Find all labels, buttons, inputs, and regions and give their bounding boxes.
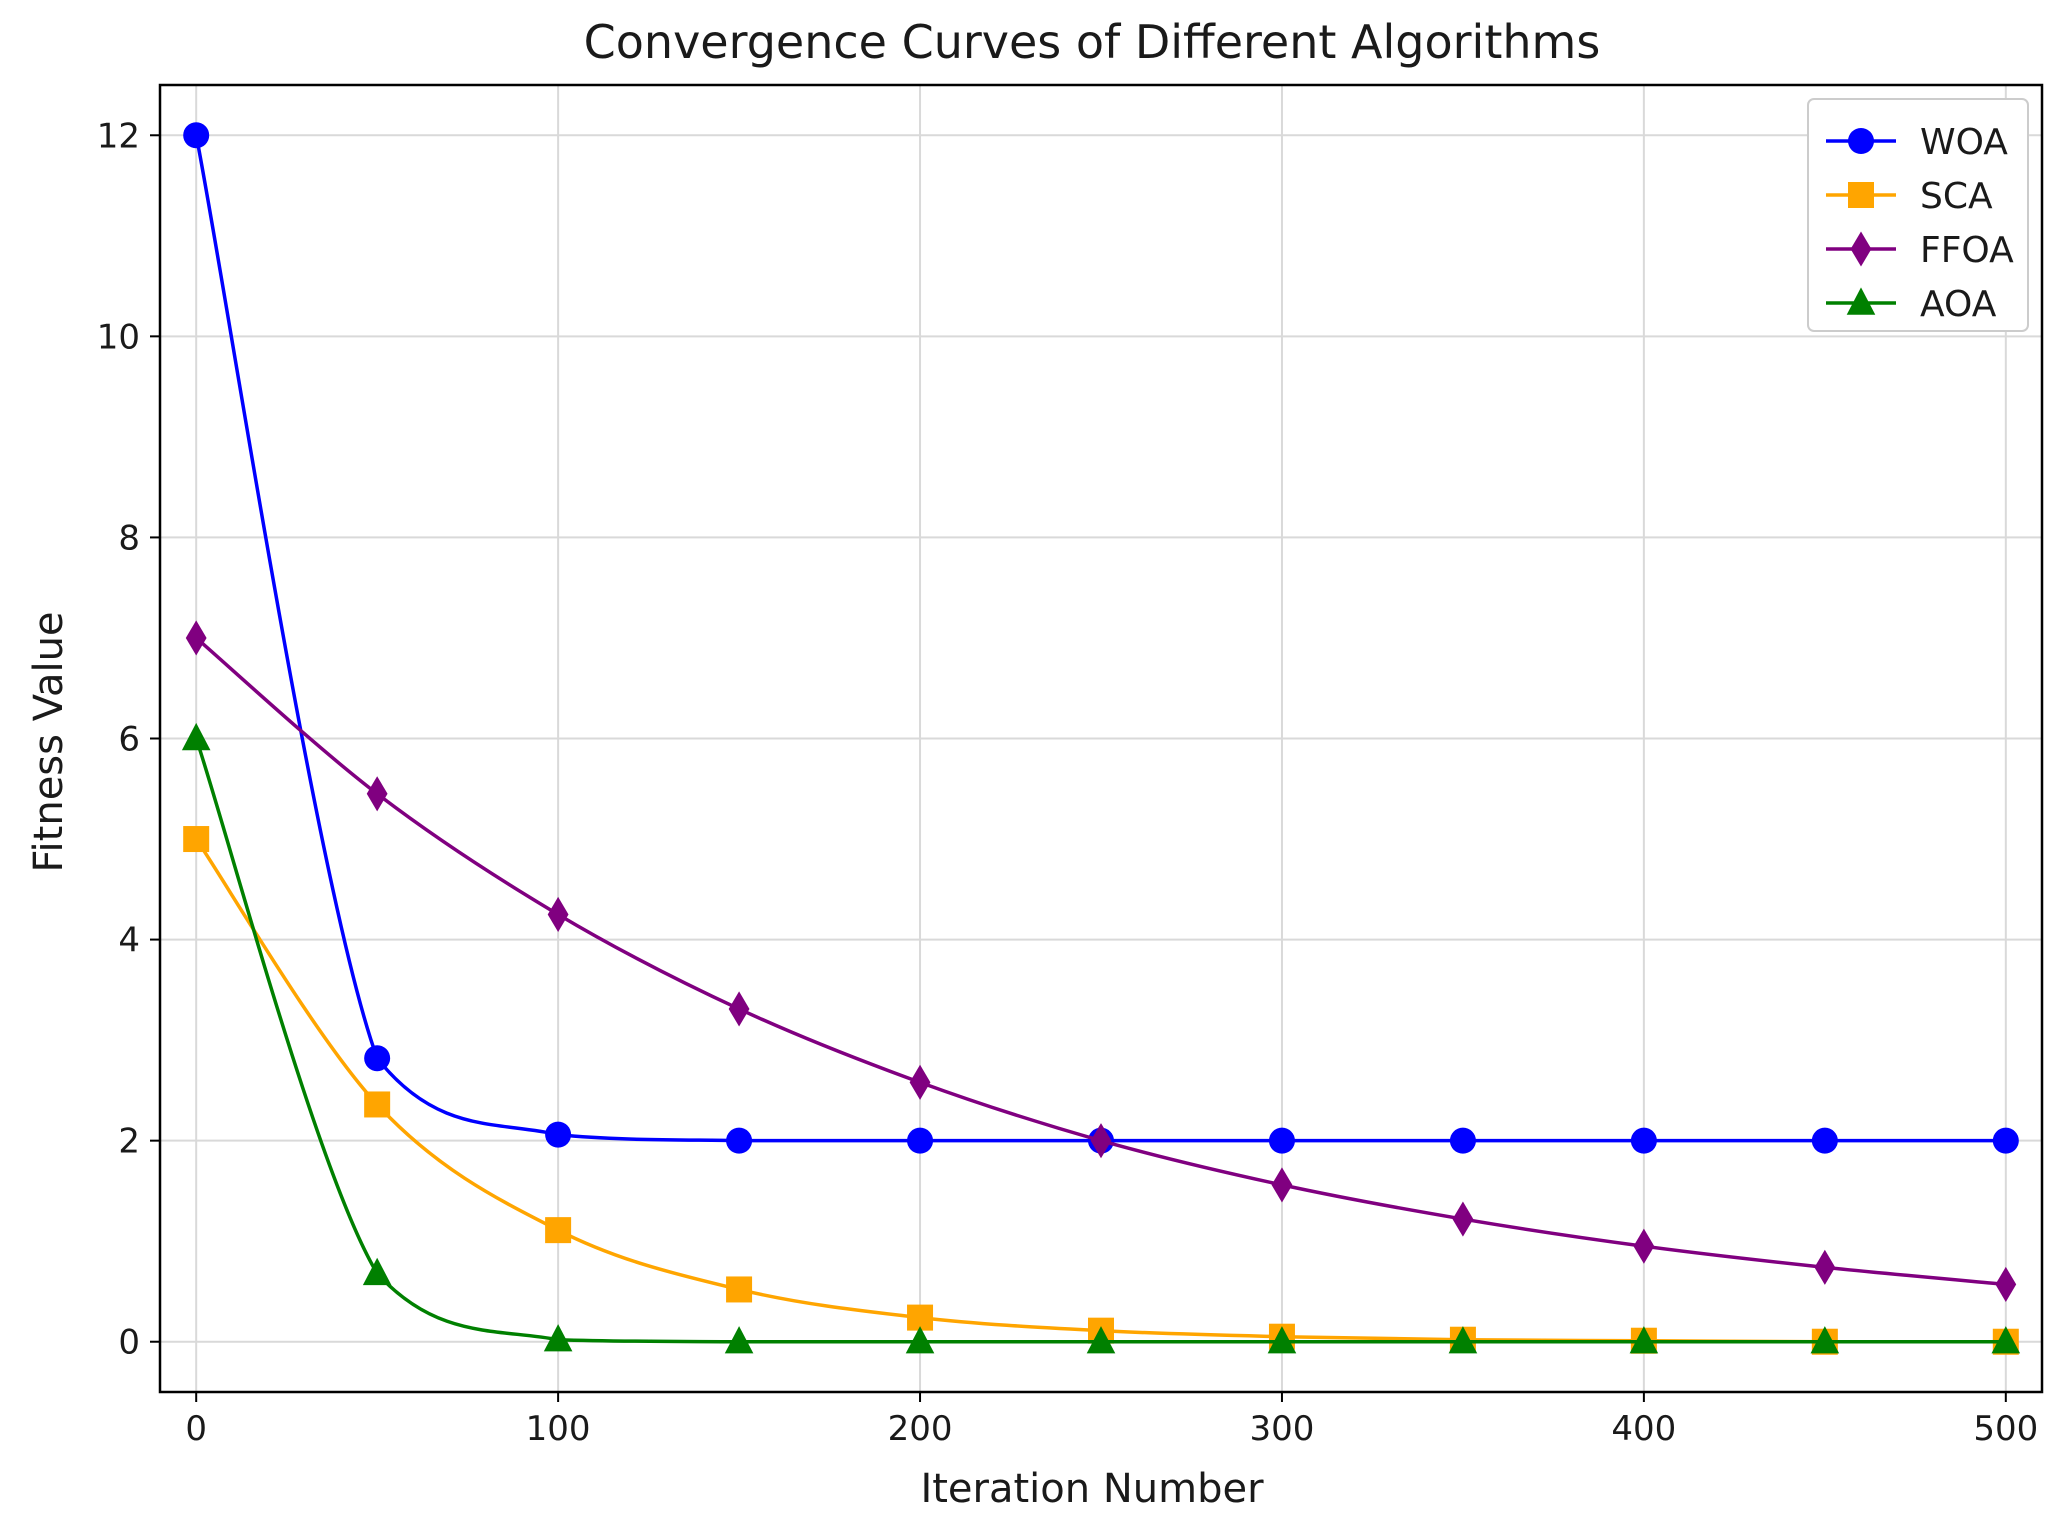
plot-frame (158, 83, 2044, 1394)
legend-marker-woa (1848, 128, 1874, 154)
data-point-sca (545, 1217, 572, 1244)
series-layer (181, 122, 2021, 1355)
data-point-ffoa (1271, 1167, 1293, 1203)
legend-label-woa: WOA (1920, 122, 2008, 163)
legend-label-aoa: AOA (1920, 284, 1997, 325)
data-point-aoa (1810, 1326, 1840, 1354)
data-point-aoa (905, 1326, 935, 1354)
y-tick-label: 0 (118, 1323, 140, 1363)
data-point-aoa (1086, 1326, 1116, 1354)
x-tick-label: 300 (1250, 1409, 1315, 1449)
legend-item-sca: SCA (1826, 176, 1993, 217)
data-point-aoa (1991, 1326, 2021, 1354)
data-point-aoa (181, 722, 211, 751)
x-tick-label: 400 (1611, 1409, 1676, 1449)
chart-title: Convergence Curves of Different Algorith… (584, 15, 1601, 69)
series-ffoa (185, 620, 2017, 1302)
data-point-ffoa (1090, 1123, 1112, 1159)
y-tick-label: 6 (118, 720, 140, 760)
data-point-woa (1268, 1127, 1295, 1154)
legend-box (1807, 98, 2029, 332)
legend-item-aoa: AOA (1826, 284, 1997, 325)
y-axis-label: Fitness Value (26, 611, 72, 872)
x-tick-label: 100 (526, 1409, 591, 1449)
data-point-sca (726, 1276, 753, 1303)
series-line-ffoa (195, 636, 2006, 1287)
data-point-ffoa (1633, 1228, 1655, 1264)
legend: WOA SCA FFOA AOA (1807, 98, 2029, 332)
legend-label-ffoa: FFOA (1920, 230, 2014, 271)
data-point-woa (1811, 1127, 1838, 1154)
data-point-woa (1992, 1127, 2019, 1154)
data-point-aoa (362, 1257, 392, 1286)
legend-marker-aoa (1846, 287, 1876, 315)
y-tick-label: 8 (118, 518, 140, 558)
data-point-sca (364, 1091, 391, 1118)
x-axis-label: Iteration Number (920, 1466, 1264, 1512)
data-point-woa (364, 1045, 391, 1072)
x-tick-label: 500 (1973, 1409, 2038, 1449)
data-point-sca (183, 826, 210, 853)
data-point-aoa (1267, 1326, 1297, 1354)
data-point-ffoa (1995, 1266, 2017, 1302)
data-point-woa (1630, 1127, 1657, 1154)
x-tick-label: 0 (185, 1409, 207, 1449)
legend-marker-sca (1848, 182, 1874, 208)
data-point-aoa (1629, 1326, 1659, 1354)
legend-item-ffoa: FFOA (1826, 230, 2014, 271)
data-point-aoa (1448, 1326, 1478, 1354)
x-tick-label: 200 (888, 1409, 953, 1449)
data-point-woa (1449, 1127, 1476, 1154)
y-tick-label: 10 (97, 317, 140, 357)
data-point-woa (726, 1127, 753, 1154)
series-aoa (181, 722, 2021, 1354)
legend-label-sca: SCA (1920, 176, 1993, 217)
legend-item-woa: WOA (1826, 122, 2008, 163)
axes: 0 100 200 300 400 500 0 2 4 6 8 10 12 (97, 83, 2044, 1449)
data-point-ffoa (909, 1064, 931, 1100)
data-point-ffoa (547, 896, 569, 932)
data-point-ffoa (366, 776, 388, 812)
y-tick-label: 2 (118, 1122, 140, 1162)
data-point-ffoa (728, 991, 750, 1027)
data-point-woa (907, 1127, 934, 1154)
y-tick-label: 12 (97, 116, 140, 156)
data-point-aoa (543, 1324, 573, 1352)
data-point-ffoa (1814, 1249, 1836, 1285)
data-point-woa (545, 1121, 572, 1148)
y-tick-label: 4 (118, 921, 140, 961)
series-line-woa (194, 134, 2006, 1143)
data-point-woa (183, 122, 210, 149)
legend-marker-ffoa (1850, 231, 1872, 267)
series-line-aoa (194, 737, 2006, 1344)
data-point-ffoa (1452, 1201, 1474, 1237)
data-point-ffoa (185, 620, 207, 656)
data-point-aoa (724, 1326, 754, 1354)
